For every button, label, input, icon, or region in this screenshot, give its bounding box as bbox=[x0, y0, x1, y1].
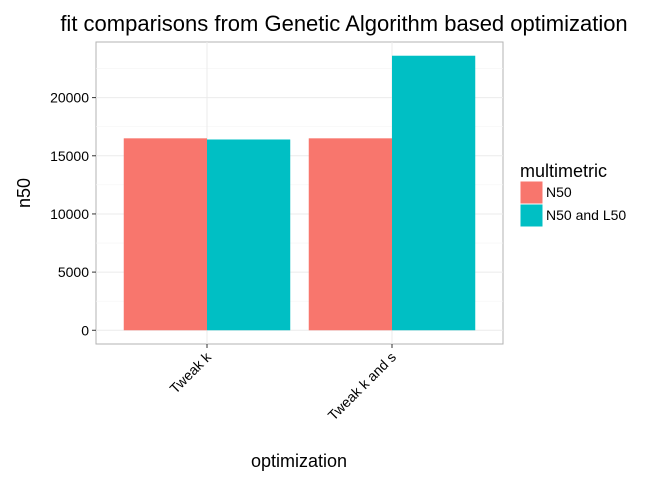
y-axis-title: n50 bbox=[14, 178, 34, 208]
y-tick-label: 15000 bbox=[50, 148, 89, 164]
legend-title: multimetric bbox=[520, 161, 607, 181]
x-tick-label: Tweak k and s bbox=[325, 349, 400, 424]
y-tick-label: 0 bbox=[81, 322, 89, 338]
legend-items: N50 N50 and L50 bbox=[519, 180, 626, 228]
x-axis-title: optimization bbox=[251, 451, 347, 471]
y-tick-label: 5000 bbox=[58, 264, 89, 280]
chart-title: fit comparisons from Genetic Algorithm b… bbox=[60, 11, 627, 36]
bar-n50-2 bbox=[308, 138, 392, 331]
y-tick-label: 10000 bbox=[50, 206, 89, 222]
legend-label: N50 and L50 bbox=[546, 207, 626, 223]
x-tick-label: Tweak k bbox=[166, 348, 214, 396]
y-tick-label: 20000 bbox=[50, 90, 89, 106]
y-axis: 0 5000 10000 15000 20000 bbox=[50, 90, 96, 338]
bar-n50-1 bbox=[123, 138, 207, 331]
legend-label: N50 bbox=[546, 184, 572, 200]
legend: multimetric N50 N50 and L50 bbox=[519, 161, 626, 228]
bars bbox=[123, 55, 476, 331]
legend-key-swatch bbox=[520, 204, 543, 227]
x-axis: Tweak k Tweak k and s bbox=[166, 344, 399, 423]
bar-n50-and-l50-2 bbox=[392, 55, 476, 331]
legend-key-swatch bbox=[520, 181, 543, 204]
bar-n50-and-l50-1 bbox=[207, 139, 291, 331]
